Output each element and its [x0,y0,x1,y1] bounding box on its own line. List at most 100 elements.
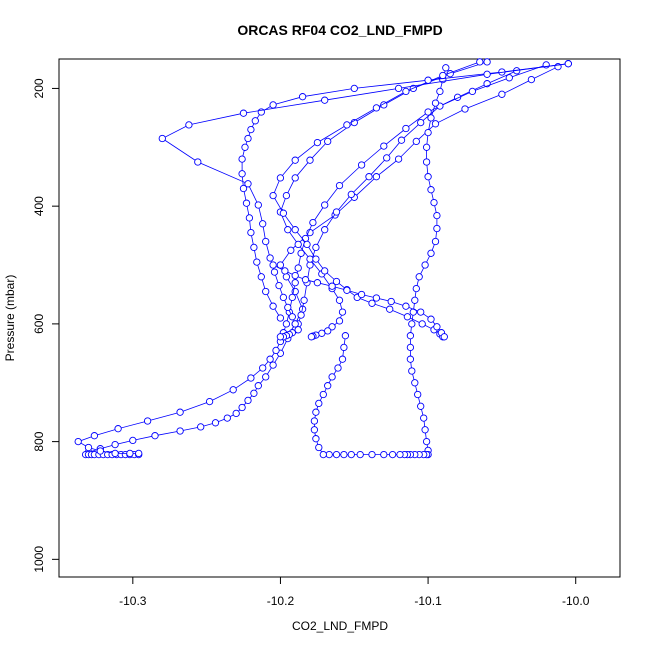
data-point [340,343,348,352]
data-point [242,199,251,207]
data-point [439,71,447,80]
data-point [194,158,202,166]
data-point [247,125,255,134]
data-point [483,70,491,78]
data-point [254,382,262,390]
data-point [309,218,317,227]
data-point [324,382,332,390]
data-point [411,296,419,304]
data-point [417,118,425,127]
data-point [411,379,419,387]
data-point [269,191,277,200]
data-point [282,273,291,281]
data-point [288,313,296,321]
data-point [247,228,255,237]
data-point [357,161,366,169]
data-point [232,409,240,418]
data-point [564,60,572,68]
data-point [291,156,299,164]
data-point [380,142,388,150]
x-axis: -10.3 -10.2 -10.1 -10.0 [119,577,590,608]
data-point [321,226,329,234]
y-axis-label: Pressure (mbar) [3,275,17,362]
data-point [368,450,376,459]
data-point [335,296,344,304]
data-point [276,261,285,269]
data-point [335,181,344,190]
data-point [312,435,320,443]
data-point [318,329,326,337]
data-point [412,284,420,293]
data-point [461,105,469,113]
data-point [412,137,420,146]
y-tick-label: 1000 [32,546,46,573]
x-axis-label: CO2_LND_FMPD [292,619,388,633]
data-point [387,297,395,306]
data-point [505,74,513,82]
data-point [272,346,280,355]
data-point [247,374,255,382]
data-point [328,282,336,290]
data-point [414,390,422,399]
data-point [338,355,347,363]
data-point [288,293,296,302]
data-point [313,138,322,147]
data-point [433,224,441,233]
data-point [262,373,270,381]
data-point [341,332,350,340]
data-point [313,279,322,287]
data-point [347,450,355,459]
data-point [294,326,302,334]
data-point [223,414,231,422]
data-point [185,121,193,129]
chart-title: ORCAS RF04 CO2_LND_FMPD [237,22,442,38]
data-point [266,254,274,262]
data-point [269,101,277,109]
data-point [291,271,299,280]
data-point [158,134,166,143]
data-point [386,305,394,313]
data-point [298,93,307,101]
data-point [422,158,431,166]
data-point [176,427,184,435]
data-point [343,286,351,294]
data-point [433,323,441,331]
data-point [357,290,366,299]
data-point [436,87,444,96]
data-point [372,104,381,112]
data-point [418,320,426,328]
data-point [90,432,99,440]
data-point [287,246,295,254]
data-point [315,399,323,408]
x-tick-label: -10.1 [414,594,442,608]
data-point [415,273,423,281]
data-point [433,211,441,220]
data-point [312,243,320,252]
data-point [468,87,477,96]
data-point [319,450,327,459]
data-point [279,209,288,217]
data-point [294,264,302,272]
data-point [151,432,159,440]
data-point [276,174,285,182]
data-point [143,417,152,425]
data-point [324,327,332,335]
data-point [275,281,283,290]
data-point [388,450,397,459]
data-point [312,408,320,416]
data-point [238,170,246,178]
data-point [269,361,277,369]
data-point [417,402,425,410]
data-point [291,174,299,182]
data-point [372,173,381,181]
data-point [294,240,302,249]
data-point [282,191,291,200]
data-point [244,180,252,188]
data-point [306,255,314,263]
data-point [397,136,406,144]
data-point [284,226,292,234]
data-point [422,437,431,446]
data-point [111,449,119,458]
data-point [262,287,270,296]
data-point [241,143,249,151]
